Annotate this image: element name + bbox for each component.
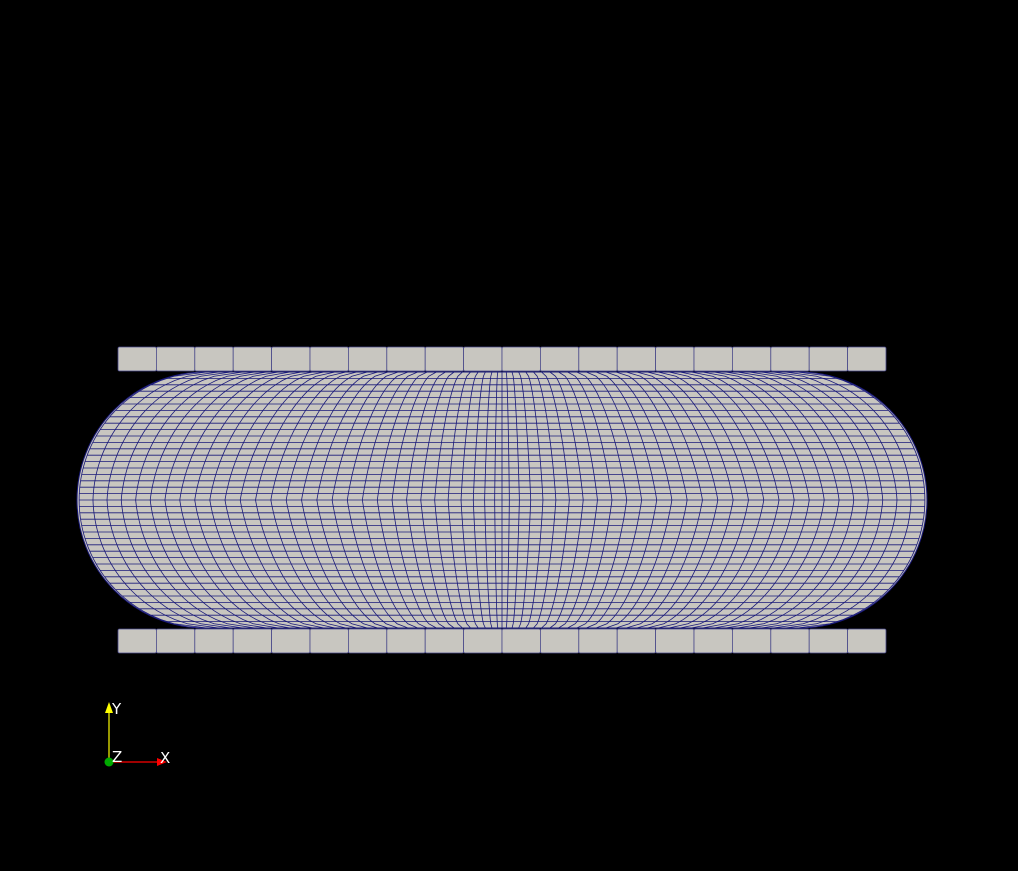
plate-block <box>540 628 580 654</box>
plate-block <box>847 628 887 654</box>
plate-block <box>540 346 580 372</box>
plate-block <box>501 628 541 654</box>
plate-block <box>770 346 810 372</box>
plate-block <box>309 346 349 372</box>
plate-block <box>847 346 887 372</box>
plate-block <box>347 628 388 654</box>
plate-block <box>578 628 618 654</box>
plate-block <box>424 346 465 372</box>
plate-block <box>655 628 695 654</box>
plate-block <box>463 346 503 372</box>
plate-block <box>616 628 657 654</box>
x-axis-arrowhead <box>157 758 167 766</box>
mesh-lines <box>78 371 926 629</box>
plate-block <box>232 346 272 372</box>
bottom-plate <box>117 628 887 654</box>
plate-block <box>732 628 772 654</box>
plate-block <box>117 346 157 372</box>
orientation-axes-widget: Y Z X <box>104 700 170 767</box>
plate-block <box>155 628 196 654</box>
plate-block <box>655 346 695 372</box>
plate-block <box>578 346 618 372</box>
plate-block <box>732 346 772 372</box>
plate-block <box>808 346 849 372</box>
y-axis-label: Y <box>111 700 122 718</box>
plate-block <box>693 628 733 654</box>
y-axis-arrowhead <box>105 702 113 713</box>
plate-block <box>309 628 349 654</box>
plate-block <box>117 628 157 654</box>
z-axis-label: Z <box>112 748 122 766</box>
plate-block <box>155 346 196 372</box>
plate-block <box>501 346 541 372</box>
plate-block <box>616 346 657 372</box>
plate-block <box>386 628 426 654</box>
plate-block <box>347 346 388 372</box>
plate-block <box>271 346 311 372</box>
plate-block <box>194 346 234 372</box>
plate-block <box>194 628 234 654</box>
top-plate <box>117 346 887 372</box>
plate-block <box>386 346 426 372</box>
plate-block <box>232 628 272 654</box>
plate-block <box>693 346 733 372</box>
body-mesh <box>76 371 928 629</box>
z-axis-dot <box>104 757 114 767</box>
x-axis-label: X <box>160 749 170 767</box>
plate-block <box>424 628 465 654</box>
mesh-model[interactable] <box>76 346 928 654</box>
plate-block <box>808 628 849 654</box>
plate-block <box>770 628 810 654</box>
plate-block <box>271 628 311 654</box>
plate-block <box>463 628 503 654</box>
